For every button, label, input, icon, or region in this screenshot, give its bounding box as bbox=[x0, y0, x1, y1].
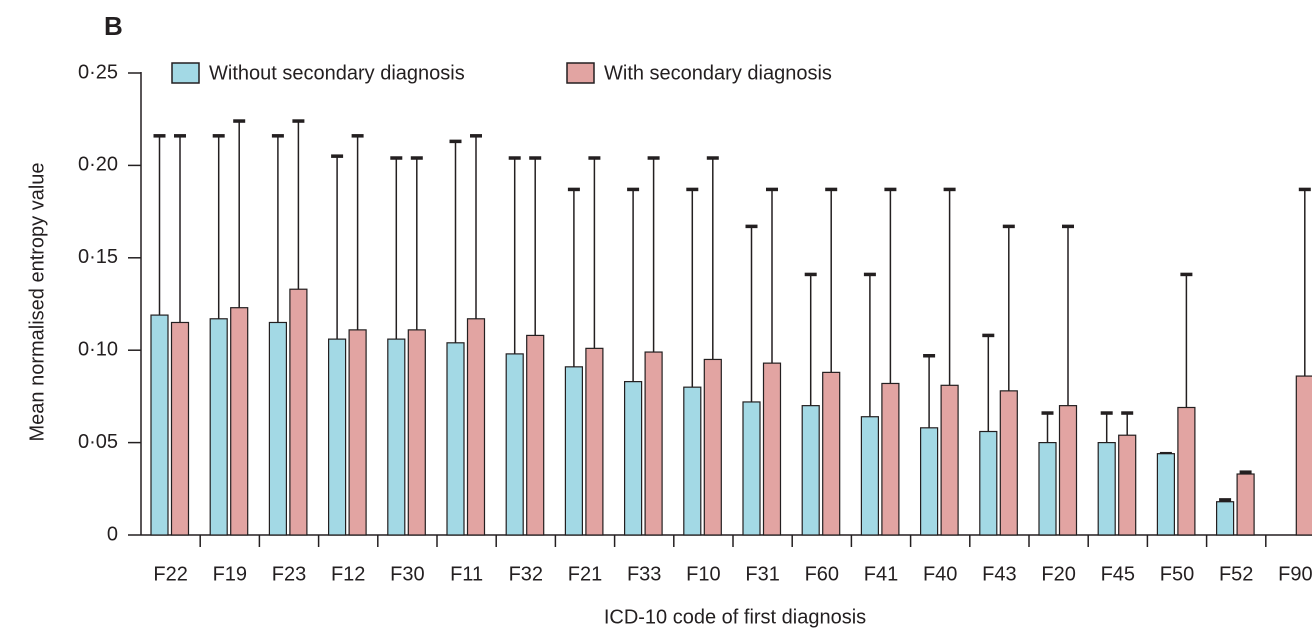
x-tick-label: F21 bbox=[568, 563, 602, 585]
legend-label: With secondary diagnosis bbox=[604, 62, 832, 84]
x-tick-label: F90 bbox=[1278, 563, 1312, 585]
x-tick-label: F40 bbox=[923, 563, 957, 585]
y-tick-label: 0·05 bbox=[78, 431, 118, 453]
bar bbox=[1236, 473, 1255, 536]
bar bbox=[209, 318, 228, 536]
x-tick-label: F43 bbox=[982, 563, 1016, 585]
bar bbox=[387, 338, 406, 536]
x-tick-label: F30 bbox=[390, 563, 424, 585]
bar bbox=[564, 366, 584, 536]
y-axis-title: Mean normalised entropy value bbox=[26, 162, 48, 441]
bar bbox=[1177, 406, 1196, 536]
bar bbox=[170, 321, 190, 536]
bar bbox=[742, 401, 761, 536]
y-tick-label: 0·25 bbox=[78, 61, 118, 83]
bar bbox=[289, 288, 308, 536]
legend-label: Without secondary diagnosis bbox=[209, 62, 465, 84]
x-tick-label: F11 bbox=[450, 563, 483, 585]
bar bbox=[703, 358, 722, 536]
y-tick-label: 0·15 bbox=[78, 246, 118, 268]
bar bbox=[1156, 453, 1176, 536]
x-tick-label: F60 bbox=[805, 563, 839, 585]
panel-label: B bbox=[104, 11, 123, 41]
bar bbox=[328, 338, 347, 536]
x-tick-label: F20 bbox=[1041, 563, 1075, 585]
x-tick-label: F33 bbox=[627, 563, 661, 585]
bar bbox=[1097, 442, 1116, 536]
bar bbox=[526, 334, 545, 536]
x-tick-label: F50 bbox=[1160, 563, 1194, 585]
bar bbox=[407, 329, 426, 536]
bar bbox=[999, 390, 1018, 536]
bar bbox=[1118, 434, 1137, 536]
bar bbox=[1295, 375, 1312, 536]
x-tick-label: F45 bbox=[1101, 563, 1135, 585]
legend-swatch bbox=[171, 62, 200, 84]
x-tick-label: F23 bbox=[272, 563, 306, 585]
y-tick-label: 0·10 bbox=[78, 338, 118, 360]
x-tick-label: F31 bbox=[745, 563, 779, 585]
x-axis-title: ICD-10 code of first diagnosis bbox=[604, 606, 866, 628]
legend-swatch bbox=[566, 62, 595, 84]
x-tick-label: F52 bbox=[1219, 563, 1253, 585]
bar bbox=[644, 351, 663, 536]
bar bbox=[348, 329, 367, 536]
x-tick-label: F32 bbox=[509, 563, 543, 585]
x-tick-label: F22 bbox=[153, 563, 187, 585]
bar bbox=[623, 381, 643, 536]
bar bbox=[585, 347, 604, 536]
y-tick-label: 0·20 bbox=[78, 154, 118, 176]
bar bbox=[505, 353, 524, 536]
bar bbox=[801, 405, 820, 536]
x-tick-label: F12 bbox=[331, 563, 365, 585]
x-tick-label: F41 bbox=[864, 563, 898, 585]
bar bbox=[822, 371, 841, 536]
bar bbox=[979, 430, 998, 536]
bar bbox=[230, 307, 249, 536]
bar bbox=[1038, 442, 1057, 536]
bar bbox=[268, 321, 287, 536]
bar bbox=[466, 318, 486, 536]
x-tick-label: F19 bbox=[213, 563, 247, 585]
bar bbox=[860, 416, 880, 536]
bar bbox=[683, 386, 702, 536]
bar bbox=[881, 382, 900, 536]
bar bbox=[150, 314, 169, 536]
bar bbox=[1058, 405, 1078, 536]
bar bbox=[446, 342, 465, 536]
bar bbox=[940, 384, 959, 536]
bar bbox=[1215, 501, 1235, 536]
bar bbox=[762, 362, 782, 536]
x-tick-label: F10 bbox=[686, 563, 720, 585]
bar bbox=[919, 427, 939, 536]
y-tick-label: 0 bbox=[107, 523, 118, 545]
